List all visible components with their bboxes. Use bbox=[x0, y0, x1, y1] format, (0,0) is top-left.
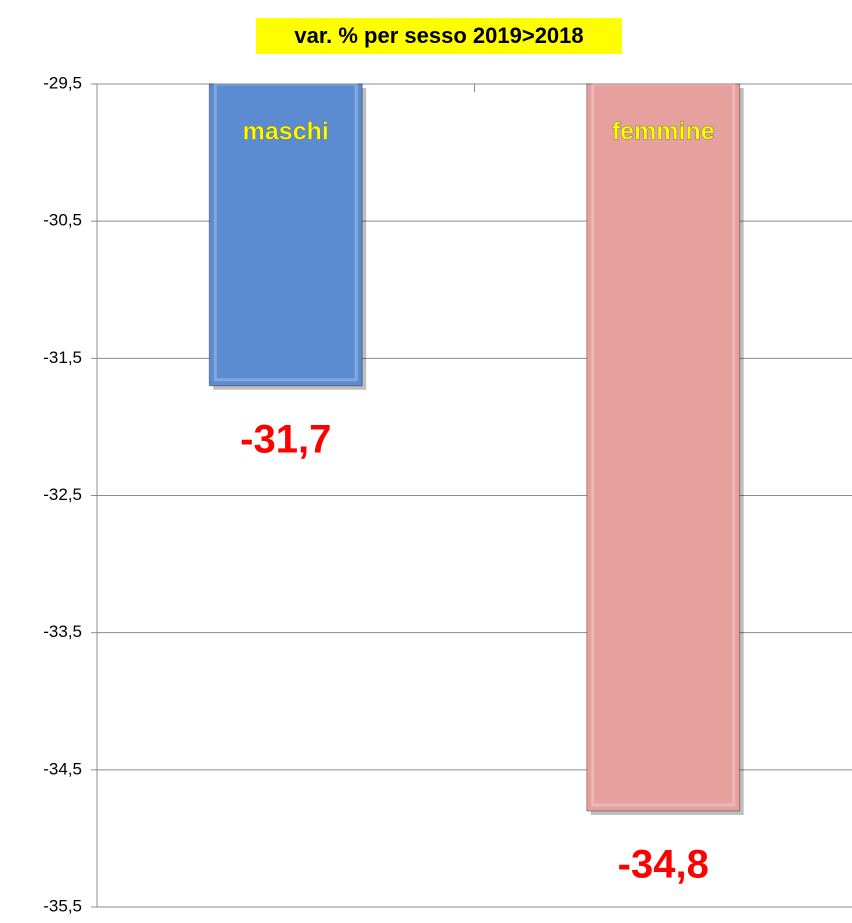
y-tick-label: -30,5 bbox=[43, 211, 82, 230]
y-tick-label: -35,5 bbox=[43, 896, 82, 915]
category-label: maschi bbox=[243, 118, 329, 146]
category-label: femmine bbox=[612, 118, 715, 146]
y-tick-label: -29,5 bbox=[43, 73, 82, 92]
y-tick-label: -32,5 bbox=[43, 485, 82, 504]
value-label: -31,7 bbox=[240, 417, 331, 461]
value-label: -34,8 bbox=[618, 843, 709, 887]
y-tick-label: -34,5 bbox=[43, 759, 82, 778]
title-background bbox=[256, 18, 622, 54]
chart-title: var. % per sesso 2019>2018 bbox=[294, 23, 583, 48]
bar-bevel bbox=[591, 82, 736, 807]
bar bbox=[208, 83, 363, 387]
y-tick-label: -31,5 bbox=[43, 348, 82, 367]
bar-bevel bbox=[213, 82, 358, 382]
y-tick-label: -33,5 bbox=[43, 622, 82, 641]
bar bbox=[586, 83, 741, 812]
